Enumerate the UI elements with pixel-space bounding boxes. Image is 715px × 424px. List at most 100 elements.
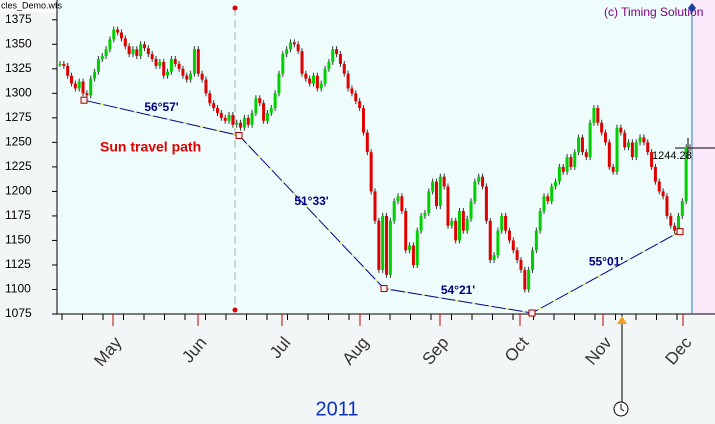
- last-price: 1244.28: [652, 150, 692, 162]
- price-bar: [554, 181, 558, 187]
- price-bar: [438, 176, 442, 207]
- y-tick-label: 1300: [5, 85, 32, 99]
- price-bar: [596, 108, 600, 123]
- price-bar: [534, 230, 538, 251]
- price-bar: [216, 108, 219, 113]
- price-bar: [285, 49, 289, 55]
- price-bar: [227, 114, 231, 121]
- price-bar: [189, 73, 193, 80]
- price-bar: [204, 79, 208, 94]
- price-bar: [465, 218, 469, 231]
- marker-dot: [232, 307, 238, 313]
- cursor-arrow: [617, 316, 627, 324]
- price-bar: [131, 49, 135, 55]
- y-tick-label: 1175: [5, 208, 31, 222]
- y-tick-label: 1075: [5, 306, 32, 320]
- price-bar: [104, 49, 108, 57]
- price-bar: [408, 245, 412, 251]
- price-bar: [112, 29, 116, 40]
- price-bar: [688, 147, 692, 149]
- price-bar: [523, 269, 527, 290]
- price-bar: [342, 63, 346, 74]
- file-label: cles_Demo.wts: [1, 0, 63, 10]
- path-point: [235, 132, 243, 139]
- y-tick-label: 1125: [5, 257, 31, 271]
- price-bar: [292, 42, 296, 45]
- price-bar: [358, 101, 362, 109]
- y-tick-label: 1350: [5, 36, 32, 50]
- price-bar: [607, 142, 611, 167]
- price-bar: [119, 32, 123, 39]
- price-bar: [630, 142, 634, 158]
- price-bar: [527, 269, 531, 290]
- price-bar: [569, 157, 573, 167]
- price-bar: [338, 54, 342, 64]
- file-tab: [0, 0, 57, 12]
- price-bar: [89, 78, 93, 96]
- price-bar: [331, 49, 335, 62]
- path-point: [676, 228, 684, 236]
- now-marker: [688, 3, 696, 13]
- path-legend: Sun travel path: [100, 139, 201, 155]
- price-bar: [676, 215, 680, 231]
- price-bar: [469, 201, 473, 219]
- price-bar: [246, 117, 250, 125]
- price-bar: [319, 83, 323, 89]
- price-bar: [192, 49, 196, 74]
- price-bar: [434, 181, 438, 207]
- future-area: [692, 0, 715, 314]
- price-bar: [611, 166, 615, 172]
- month-label: Aug: [339, 333, 373, 368]
- price-bar: [431, 181, 435, 192]
- price-bar: [561, 166, 565, 172]
- price-bar: [123, 38, 127, 47]
- price-bar: [312, 75, 316, 84]
- price-bar: [496, 230, 500, 256]
- price-bar: [93, 71, 97, 79]
- path-point: [380, 285, 388, 292]
- price-bar: [62, 63, 66, 66]
- price-bar: [377, 220, 381, 270]
- price-bar: [150, 54, 154, 59]
- price-bar: [600, 122, 604, 133]
- price-bar: [158, 61, 162, 66]
- angle-label: 55°01': [589, 254, 623, 268]
- price-bar: [296, 44, 300, 52]
- price-bar: [680, 201, 684, 216]
- price-bar: [684, 147, 688, 202]
- angle-label: 51°33': [294, 194, 328, 208]
- price-bar: [70, 75, 74, 84]
- price-bar: [542, 196, 546, 212]
- price-bar: [66, 65, 70, 76]
- price-bar: [212, 103, 216, 109]
- price-bar: [442, 176, 446, 187]
- price-bar: [388, 220, 392, 275]
- price-bar: [546, 196, 550, 202]
- price-bar: [350, 88, 354, 94]
- price-bar: [450, 220, 454, 226]
- price-bar: [550, 186, 554, 202]
- price-bar: [346, 73, 350, 89]
- price-bar: [315, 75, 319, 89]
- price-bar: [143, 44, 147, 49]
- price-bar: [661, 191, 665, 197]
- price-bar: [488, 220, 492, 261]
- price-bar: [653, 166, 657, 182]
- price-bar: [619, 127, 623, 133]
- price-bar: [162, 61, 166, 76]
- price-bar: [77, 81, 81, 89]
- price-bar: [96, 59, 100, 72]
- price-bar: [623, 132, 627, 148]
- price-bar: [392, 201, 396, 221]
- year-label: 2011: [315, 398, 358, 420]
- price-bar: [400, 196, 404, 212]
- month-label: May: [90, 333, 126, 370]
- price-bar: [669, 215, 673, 226]
- month-label: Nov: [582, 333, 616, 369]
- price-bar: [627, 142, 631, 148]
- price-bar: [419, 215, 423, 231]
- price-bar: [361, 108, 365, 133]
- price-bar: [335, 49, 339, 55]
- price-bar: [208, 93, 212, 104]
